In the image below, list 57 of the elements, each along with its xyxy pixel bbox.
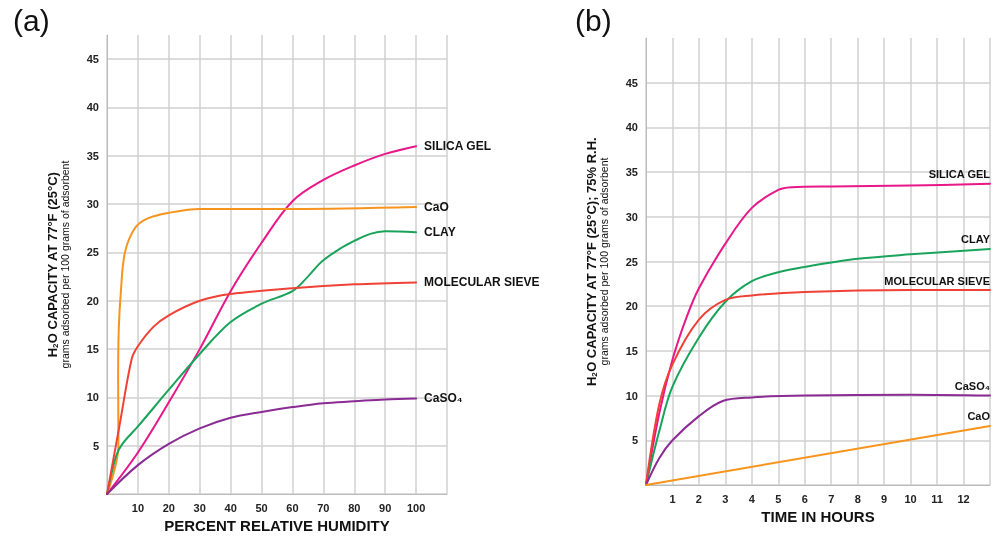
- series-label: SILICA GEL: [928, 168, 991, 181]
- y-tick-label: 5: [631, 434, 638, 447]
- x-tick-label: 9: [881, 492, 888, 505]
- y-tick-label: 45: [86, 53, 99, 66]
- y-tick-label: 30: [86, 198, 99, 211]
- y-tick-label: 25: [86, 246, 99, 259]
- x-tick-label: 1: [669, 492, 676, 505]
- x-tick-label: 2: [695, 492, 702, 505]
- series-label: CaO: [424, 200, 449, 215]
- y-axis-title: H2O CAPACITY AT 77°F (25°C); 75% R.H. grams adsorbed per 100 grams of adsorbent: [583, 137, 610, 387]
- x-tick-label: 90: [379, 501, 392, 514]
- x-tick-label: 50: [255, 501, 268, 514]
- series-label: CaO: [967, 410, 991, 423]
- series-label: CLAY: [424, 225, 456, 240]
- y-tick-label: 5: [92, 439, 99, 452]
- y-tick-label: 10: [86, 391, 99, 404]
- x-tick-label: 5: [775, 492, 782, 505]
- y-tick-label: 15: [625, 344, 638, 357]
- x-tick-label: 60: [286, 501, 299, 514]
- line-series: [106, 281, 418, 496]
- x-axis-title: TIME IN HOURS: [761, 507, 875, 525]
- x-tick-label: 10: [131, 501, 145, 514]
- line-series: [106, 397, 418, 496]
- y-tick-label: 10: [625, 389, 638, 402]
- x-tick-label: 30: [193, 501, 206, 514]
- y-tick-label: 45: [625, 76, 638, 89]
- x-tick-label: 10: [904, 492, 917, 505]
- x-tick-label: 12: [957, 492, 970, 505]
- series-label: CLAY: [961, 233, 991, 246]
- series-label: MOLECULAR SIEVE: [424, 275, 540, 290]
- y-tick-label: 20: [625, 300, 638, 313]
- x-tick-label: 80: [348, 501, 361, 514]
- x-tick-label: 100: [406, 501, 426, 514]
- x-tick-label: 8: [854, 492, 861, 505]
- x-tick-label: 20: [162, 501, 175, 514]
- x-tick-label: 70: [317, 501, 330, 514]
- y-tick-label: 15: [86, 343, 99, 356]
- y-tick-label: 25: [625, 255, 638, 268]
- x-tick-label: 11: [931, 492, 943, 505]
- series-label: CaSO₄: [424, 391, 463, 406]
- chart-title: (a): [13, 3, 50, 37]
- y-tick-label: 35: [86, 149, 99, 162]
- y-tick-label: 35: [625, 166, 638, 179]
- y-tick-label: 30: [625, 210, 638, 223]
- x-tick-label: 6: [801, 492, 808, 505]
- y-tick-label: 40: [86, 101, 99, 114]
- x-axis-title: PERCENT RELATIVE HUMIDITY: [164, 517, 390, 534]
- x-tick-label: 7: [828, 492, 835, 505]
- x-tick-label: 40: [224, 501, 237, 514]
- chart-title: (b): [575, 3, 612, 37]
- x-tick-label: 4: [748, 492, 756, 505]
- y-tick-label: 20: [86, 294, 99, 307]
- x-tick-label: 3: [722, 492, 729, 505]
- y-tick-label: 40: [625, 121, 638, 134]
- series-label: SILICA GEL: [424, 139, 491, 154]
- series-label: CaSO₄: [954, 380, 990, 393]
- series-label: MOLECULAR SIEVE: [884, 274, 990, 287]
